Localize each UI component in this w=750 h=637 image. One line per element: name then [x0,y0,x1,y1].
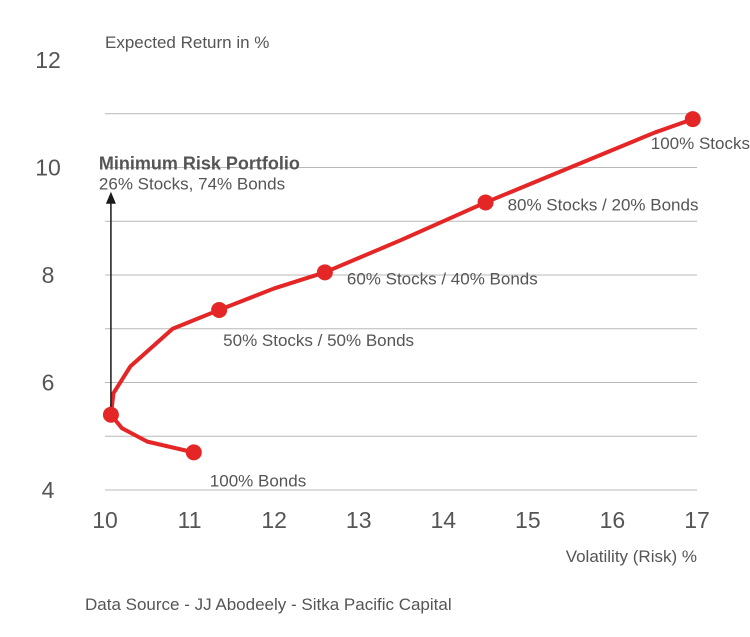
data-point [478,194,494,210]
x-tick-label: 11 [178,507,202,533]
y-tick-label: 10 [35,155,61,181]
data-point-label: 60% Stocks / 40% Bonds [347,269,538,288]
callout-title: Minimum Risk Portfolio [99,154,300,174]
y-tick-label: 8 [42,262,55,288]
x-axis-label: Volatility (Risk) % [566,547,697,566]
data-point-label: 50% Stocks / 50% Bonds [223,331,414,350]
data-point [317,264,333,280]
data-point-label: 80% Stocks / 20% Bonds [508,195,699,214]
efficient-frontier-chart: 4 6 8 10 12 10 11 12 13 14 15 16 17 Expected Return i… [0,0,750,632]
y-axis-label: Expected Return in % [105,33,269,52]
data-point [685,111,701,127]
chart-svg: 4 6 8 10 12 10 11 12 13 14 15 16 17 Expected Return i… [0,0,750,632]
y-tick-label: 4 [42,477,55,503]
data-point [186,444,202,460]
data-point [211,302,227,318]
callout-subtitle: 26% Stocks, 74% Bonds [99,175,285,194]
x-tick-label: 17 [684,507,710,533]
x-tick-label: 13 [346,507,372,533]
x-tick-label: 14 [430,507,456,533]
y-tick-label: 6 [42,370,55,396]
x-tick-label: 15 [515,507,541,533]
x-tick-label: 12 [261,507,287,533]
data-point-label: 100% Stocks [651,134,750,153]
data-point [103,407,119,423]
data-point-label: 100% Bonds [210,471,306,490]
x-tick-label: 10 [92,507,118,533]
x-tick-label: 16 [600,507,626,533]
data-source-footer: Data Source - JJ Abodeely - Sitka Pacifi… [85,595,452,614]
y-tick-label: 12 [35,47,61,73]
